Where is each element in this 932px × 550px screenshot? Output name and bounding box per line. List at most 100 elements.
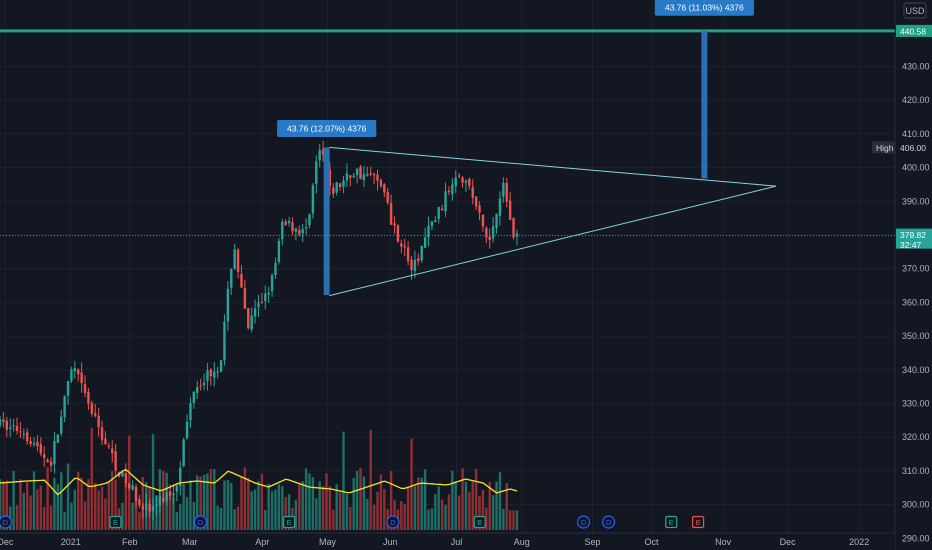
target-measure-bar[interactable]	[701, 30, 708, 179]
candle-body	[175, 485, 179, 492]
price-axis-background	[895, 0, 932, 550]
volume-bar	[185, 497, 189, 530]
candle-body	[196, 387, 199, 393]
earnings-event-icon[interactable]: E	[691, 515, 705, 529]
volume-bar	[417, 477, 420, 530]
candle-body	[134, 486, 138, 502]
candle-body	[0, 418, 2, 426]
volume-bar	[111, 471, 114, 530]
last-price-badge-box	[896, 228, 932, 249]
volume-bar	[325, 473, 328, 530]
volume-bar	[444, 504, 447, 530]
candle-body	[468, 178, 471, 186]
time-axis[interactable]: Dec 2021 Feb Mar Apr May Jun Jul Aug Sep Oct Nov Dec…	[0, 532, 895, 550]
event-marker-shape	[109, 515, 122, 529]
high-value-badge-text: 406.00	[900, 143, 926, 153]
dividend-event-icon[interactable]: D	[193, 515, 208, 529]
volume-bar	[502, 508, 505, 530]
volume-bar	[213, 468, 216, 530]
earnings-event-icon[interactable]: E	[473, 515, 486, 529]
pole-measure-bar[interactable]	[323, 147, 330, 295]
volume-bar	[430, 508, 434, 530]
volume-bar	[270, 491, 274, 530]
volume-bar	[311, 477, 315, 530]
candle-body	[420, 245, 423, 261]
volume-bar	[332, 509, 335, 530]
candle-body	[162, 497, 165, 503]
dividend-event-icon[interactable]: D	[576, 515, 591, 529]
triangle-lower-trendline[interactable]	[329, 185, 777, 297]
volume-bar	[304, 468, 308, 530]
candle-body	[165, 492, 168, 502]
volume-bar	[491, 495, 495, 530]
volume-bar	[369, 430, 372, 530]
price-tick-label: 360.00	[902, 297, 930, 307]
candle-body	[478, 205, 481, 213]
candle-body	[247, 308, 250, 329]
volume-bar	[49, 505, 53, 530]
event-markers[interactable]: D E D E D E D ED E	[0, 515, 705, 529]
currency-button[interactable]	[903, 2, 927, 19]
candle-body	[379, 180, 383, 187]
candle-body	[362, 174, 366, 180]
candle-body	[114, 451, 117, 471]
volume-bar	[495, 481, 498, 530]
volume-bar	[151, 433, 155, 530]
candle-body	[73, 367, 77, 372]
candle-body	[77, 369, 80, 375]
dividend-event-icon[interactable]: D	[386, 515, 400, 529]
target-measure-label-box	[654, 0, 754, 16]
earnings-event-icon[interactable]: E	[109, 515, 122, 529]
time-tick-label: Jun	[383, 537, 398, 547]
volume-bar	[362, 476, 366, 530]
candle-body	[100, 427, 104, 440]
candle-body	[209, 369, 213, 377]
dividend-event-icon[interactable]: D	[0, 515, 12, 529]
candle-body	[427, 225, 430, 238]
price-axis[interactable]: 290.00 300.00 310.00 320.00 330.00 340.00 350.…	[894, 0, 932, 550]
price-tick-label: 320.00	[902, 432, 930, 442]
candle-body	[2, 419, 5, 423]
earnings-event-icon[interactable]: E	[282, 515, 296, 529]
candle-body	[328, 169, 332, 187]
time-tick-label: Apr	[255, 537, 269, 547]
candle-body	[66, 381, 70, 396]
event-marker-letter: D	[606, 518, 612, 527]
time-tick-label: Jul	[451, 537, 463, 547]
volume-bar	[464, 481, 468, 530]
volume-bar	[138, 511, 141, 530]
volume-bar	[342, 431, 345, 530]
target-measure-label[interactable]: 43.76 (11.03%) 4376	[654, 0, 754, 16]
drawings[interactable]: 43.76 (12.07%) 4376 43.76 (11.03%) 4376	[0, 0, 895, 297]
high-label-badge: High	[872, 141, 895, 154]
volume-bar	[36, 489, 39, 530]
volume-bar	[104, 498, 107, 530]
event-marker-letter: E	[696, 518, 701, 527]
volume-bar	[321, 486, 325, 530]
volume-bar	[32, 471, 36, 530]
candle-body	[515, 233, 519, 237]
candle-body	[111, 448, 114, 454]
volume-bar	[349, 506, 352, 530]
event-marker-letter: D	[390, 518, 396, 527]
price-tick-label: 310.00	[902, 466, 930, 476]
volume-bar	[257, 480, 260, 530]
volume-bar	[87, 478, 90, 530]
volume-bar	[355, 470, 359, 530]
triangle-upper-trendline[interactable]	[329, 146, 777, 187]
candle-body	[383, 184, 386, 193]
pole-measure-label[interactable]: 43.76 (12.07%) 4376	[277, 120, 377, 138]
volume-bar	[243, 467, 247, 530]
dividend-event-icon[interactable]: D	[601, 515, 616, 529]
volume-bar	[338, 492, 342, 530]
candle-body	[359, 166, 362, 179]
volume-bar	[90, 427, 94, 530]
candle-body	[172, 493, 175, 496]
volume-bar	[121, 502, 124, 530]
candle-body	[464, 180, 468, 183]
earnings-event-icon[interactable]: E	[665, 515, 678, 529]
volume-bar	[284, 496, 287, 530]
candle-body	[223, 321, 226, 361]
candle-body	[372, 174, 376, 176]
